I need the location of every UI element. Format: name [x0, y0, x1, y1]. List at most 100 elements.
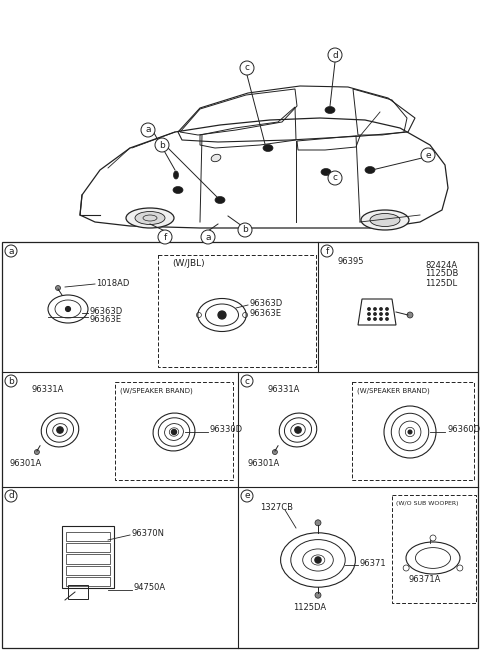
Ellipse shape	[325, 107, 335, 113]
Circle shape	[368, 308, 370, 310]
Circle shape	[201, 230, 215, 244]
Bar	[66, 554, 110, 563]
Bar	[392, 495, 476, 603]
Text: 96371A: 96371A	[409, 576, 441, 584]
Ellipse shape	[370, 214, 400, 227]
Ellipse shape	[211, 155, 221, 162]
Text: 96331A: 96331A	[268, 386, 300, 394]
Circle shape	[171, 430, 177, 434]
Text: d: d	[332, 50, 338, 60]
Text: (W/SPEAKER BRAND): (W/SPEAKER BRAND)	[120, 388, 193, 394]
Text: 96371: 96371	[360, 559, 386, 567]
Circle shape	[56, 286, 60, 291]
Ellipse shape	[173, 187, 183, 193]
Bar	[68, 585, 88, 599]
Bar	[66, 577, 110, 586]
Circle shape	[241, 375, 253, 387]
Ellipse shape	[321, 168, 331, 176]
Text: 96370N: 96370N	[132, 529, 165, 538]
Text: b: b	[8, 377, 14, 386]
Text: b: b	[159, 141, 165, 149]
Circle shape	[368, 313, 370, 315]
Text: c: c	[333, 174, 337, 183]
Bar	[66, 543, 110, 552]
Circle shape	[241, 490, 253, 502]
Circle shape	[374, 313, 376, 315]
Circle shape	[421, 148, 435, 162]
Text: (W/SPEAKER BRAND): (W/SPEAKER BRAND)	[357, 388, 430, 394]
Circle shape	[155, 138, 169, 152]
Circle shape	[35, 449, 39, 455]
Bar	[66, 532, 110, 541]
Text: 82424A: 82424A	[425, 261, 457, 269]
Text: c: c	[244, 64, 250, 73]
Circle shape	[238, 223, 252, 237]
Ellipse shape	[263, 145, 273, 151]
Circle shape	[315, 592, 321, 598]
Bar	[62, 526, 114, 588]
Text: 1327CB: 1327CB	[260, 504, 293, 512]
Circle shape	[328, 171, 342, 185]
Circle shape	[5, 245, 17, 257]
Bar	[158, 255, 316, 367]
Text: 1018AD: 1018AD	[96, 278, 130, 288]
Text: a: a	[8, 246, 14, 255]
Text: 96331A: 96331A	[32, 386, 64, 394]
Text: 1125DA: 1125DA	[293, 603, 326, 612]
Bar	[352, 382, 474, 480]
Text: 96363D: 96363D	[249, 299, 282, 307]
Circle shape	[321, 245, 333, 257]
Circle shape	[315, 557, 321, 563]
Circle shape	[158, 230, 172, 244]
Text: 96363E: 96363E	[89, 316, 121, 324]
Text: a: a	[205, 233, 211, 242]
Circle shape	[328, 48, 342, 62]
Bar	[115, 382, 233, 480]
Text: d: d	[8, 491, 14, 500]
Circle shape	[5, 490, 17, 502]
Circle shape	[380, 318, 382, 320]
Circle shape	[295, 427, 301, 433]
Text: 96363E: 96363E	[249, 309, 281, 318]
Bar	[2, 242, 478, 648]
Ellipse shape	[135, 212, 165, 225]
Text: 94750A: 94750A	[134, 584, 166, 593]
Text: (W/O SUB WOOPER): (W/O SUB WOOPER)	[396, 502, 458, 506]
Text: f: f	[325, 246, 329, 255]
Text: a: a	[145, 126, 151, 134]
Circle shape	[386, 313, 388, 315]
Circle shape	[5, 375, 17, 387]
Text: 1125DB: 1125DB	[425, 269, 458, 278]
Circle shape	[272, 449, 277, 455]
Circle shape	[315, 520, 321, 526]
Text: f: f	[163, 233, 167, 242]
Ellipse shape	[215, 196, 225, 204]
Circle shape	[407, 312, 413, 318]
Text: 96301A: 96301A	[248, 458, 280, 468]
Circle shape	[386, 308, 388, 310]
Circle shape	[408, 430, 412, 434]
Text: c: c	[244, 377, 250, 386]
Circle shape	[57, 427, 63, 433]
Ellipse shape	[365, 166, 375, 174]
Circle shape	[66, 307, 71, 311]
Text: 96330D: 96330D	[210, 426, 243, 434]
Circle shape	[218, 311, 226, 319]
Ellipse shape	[173, 171, 179, 179]
Circle shape	[374, 318, 376, 320]
Text: e: e	[244, 491, 250, 500]
Circle shape	[374, 308, 376, 310]
Circle shape	[141, 123, 155, 137]
Text: e: e	[425, 151, 431, 160]
Text: 96395: 96395	[338, 257, 364, 267]
Text: (W/JBL): (W/JBL)	[172, 259, 204, 269]
Ellipse shape	[361, 210, 409, 230]
Circle shape	[380, 313, 382, 315]
Bar	[66, 566, 110, 575]
Ellipse shape	[126, 208, 174, 228]
Text: 96360D: 96360D	[447, 426, 480, 434]
Circle shape	[386, 318, 388, 320]
Text: b: b	[242, 225, 248, 234]
Circle shape	[368, 318, 370, 320]
Circle shape	[240, 61, 254, 75]
